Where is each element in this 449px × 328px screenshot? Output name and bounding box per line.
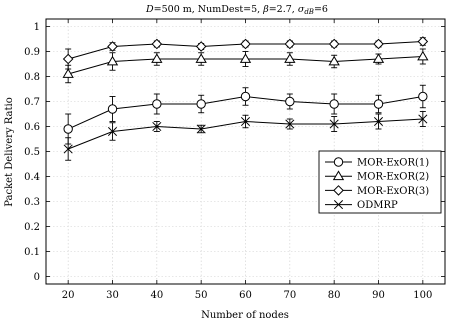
series-2-point [417, 50, 429, 61]
series-4-point [418, 114, 428, 124]
series-2-point [62, 68, 74, 78]
series-2-point [195, 53, 207, 63]
series-2-point [106, 55, 119, 66]
series-4-point [152, 121, 162, 132]
series-3-point [373, 38, 384, 50]
x-tick-label: 50 [195, 290, 208, 301]
x-tick-label: 30 [106, 290, 119, 301]
x-tick-label: 70 [283, 290, 296, 301]
y-tick-label: 1 [34, 22, 40, 33]
series-1-point [152, 99, 162, 109]
series-4-point [107, 126, 118, 137]
y-axis-label: Packet Delivery Ratio [4, 97, 15, 206]
series-4-legend-marker [333, 200, 344, 210]
series-3-legend-marker [333, 185, 344, 196]
series-4-legend-label: ODMRP [357, 200, 398, 211]
x-tick-label: 100 [413, 290, 432, 301]
x-tick-label: 40 [150, 290, 163, 301]
series-4-point [373, 116, 384, 127]
series-2-point [151, 53, 163, 63]
series-1-point [107, 104, 118, 114]
y-tick-label: 0.5 [24, 147, 40, 158]
series-2-point [328, 55, 340, 66]
x-tick-label: 80 [328, 290, 341, 301]
series-4-point [196, 124, 206, 134]
series-4-point [329, 119, 339, 129]
chart-title: D=500 m, NumDest=5, β=2.7, σdB=6 [145, 4, 328, 16]
x-tick-label: 60 [239, 290, 252, 301]
series-3-point [328, 38, 340, 50]
y-tick-label: 0.2 [24, 222, 40, 233]
x-tick-label: 20 [62, 290, 75, 301]
y-tick-label: 0.8 [24, 72, 40, 83]
series-layer [62, 36, 429, 161]
series-2-legend-marker [332, 170, 345, 181]
series-2-point [239, 53, 252, 63]
series-2-point [372, 53, 385, 63]
series-1-legend-label: MOR-ExOR(1) [357, 158, 429, 169]
series-1-legend-marker [333, 157, 344, 167]
series-3-point [284, 38, 296, 50]
series-1-point [196, 99, 206, 109]
y-tick-label: 0.7 [24, 97, 40, 108]
series-1-point [63, 124, 73, 134]
series-3-point [62, 53, 74, 65]
series-3-legend-label: MOR-ExOR(3) [357, 186, 429, 197]
series-2-legend-label: MOR-ExOR(2) [357, 172, 429, 183]
y-tick-label: 0 [34, 272, 40, 283]
x-axis-label: Number of nodes [201, 310, 289, 321]
series-4-point [285, 119, 295, 129]
series-3-point [417, 36, 429, 47]
axis-ticks: 20 30 40 50 60 70 80 90 100 0 0.1 0.2 0.3 0.4 0.5 0.6 0.… [24, 19, 445, 301]
legend: MOR-ExOR(1) MOR-ExOR(2) MOR-ExOR(3) ODMRP [318, 150, 442, 214]
y-tick-label: 0.4 [24, 172, 40, 183]
series-2-point [284, 53, 296, 63]
series-1-point [240, 91, 251, 102]
series-4-point [240, 116, 251, 127]
series-4-point [63, 144, 73, 154]
series-1-point [418, 91, 428, 102]
y-tick-label: 0.3 [24, 197, 40, 208]
x-tick-label: 90 [372, 290, 385, 301]
series-1-point [285, 96, 295, 107]
series-3-point [195, 41, 207, 52]
series-1-point [329, 99, 339, 109]
y-tick-label: 0.6 [24, 122, 40, 133]
series-3-point [240, 38, 251, 50]
series-3-point [151, 38, 163, 50]
series-3-point [107, 41, 118, 52]
y-tick-label: 0.9 [24, 47, 40, 58]
series-1-point [373, 99, 384, 109]
y-tick-label: 0.1 [24, 247, 40, 258]
